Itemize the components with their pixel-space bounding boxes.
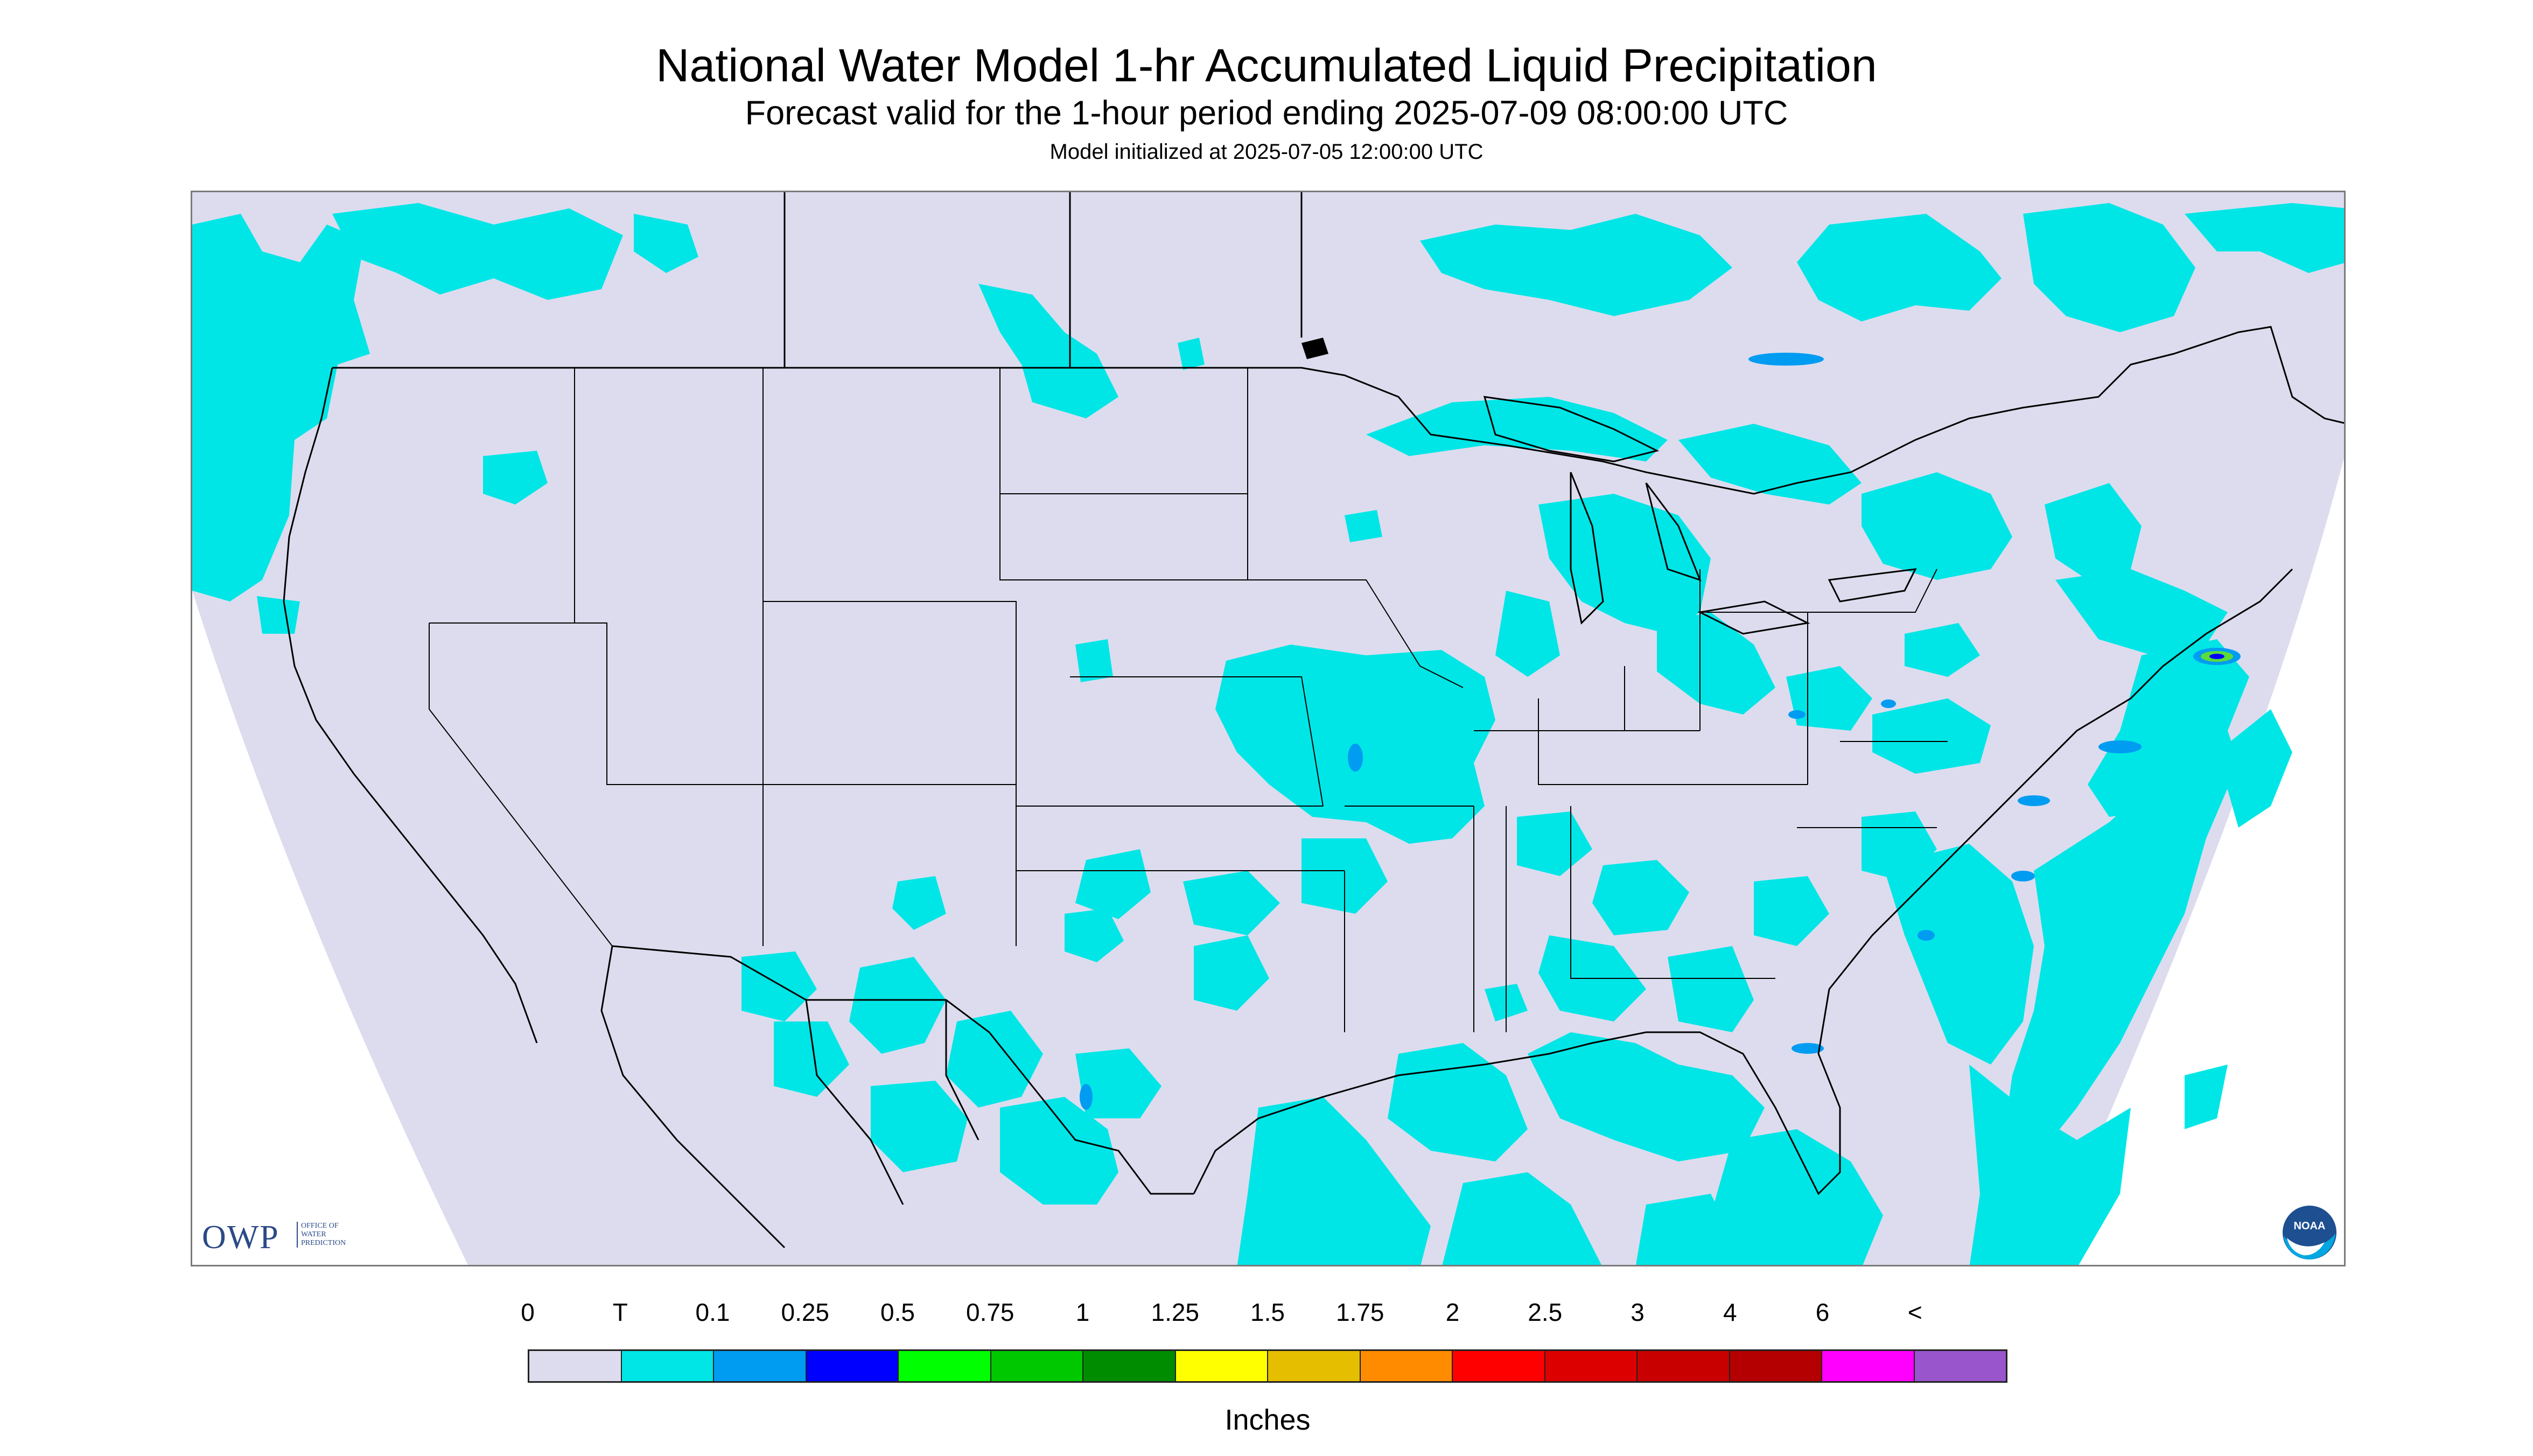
legend-tick-label: 3: [1631, 1298, 1645, 1326]
noaa-logo: NOAA: [2283, 1206, 2336, 1259]
heavy-precip-cell: [2193, 648, 2241, 665]
model-init-subtitle: Model initialized at 2025-07-05 12:00:00…: [1049, 140, 1484, 164]
legend-swatch: [806, 1351, 899, 1381]
mexico-states: [600, 946, 979, 1249]
legend-swatch: [529, 1351, 622, 1381]
gulf-coast: [1193, 568, 2293, 1195]
canada-provinces: [783, 192, 1303, 368]
page-title: National Water Model 1-hr Accumulated Li…: [656, 40, 1877, 92]
precipitation-map: OWP OFFICE OF WATER PREDICTION NOAA: [191, 191, 2346, 1266]
pacific-coast: [283, 367, 538, 1044]
legend-tick-label: 4: [1723, 1298, 1737, 1326]
legend-swatch: [1914, 1351, 2006, 1381]
legend-tick-label: 1: [1075, 1298, 1090, 1326]
legend-swatch: [1822, 1351, 1915, 1381]
trace-precip-areas: [192, 203, 2344, 1265]
owp-logo: OWP OFFICE OF WATER PREDICTION: [202, 1219, 380, 1256]
legend-tick-label: 2.5: [1528, 1298, 1563, 1326]
legend-swatch: [621, 1351, 714, 1381]
legend-tick-label: T: [612, 1298, 628, 1326]
legend-tick-label: 0.25: [781, 1298, 830, 1326]
owp-logo-mark: OWP: [202, 1219, 279, 1256]
legend-tick-label: 0: [521, 1298, 535, 1326]
legend-tick-label: 0.75: [965, 1298, 1014, 1326]
owp-logo-text: OFFICE OF WATER PREDICTION: [297, 1222, 360, 1248]
legend-swatch: [1453, 1351, 1545, 1381]
legend-tick-label: 0.5: [880, 1298, 915, 1326]
legend-tick-label: 1.75: [1335, 1298, 1384, 1326]
forecast-valid-subtitle: Forecast valid for the 1-hour period end…: [745, 94, 1788, 132]
noaa-logo-text: NOAA: [2294, 1220, 2326, 1232]
legend-tick-label: <: [1907, 1298, 1922, 1326]
state-lines: [429, 368, 1948, 1032]
great-lakes: [1483, 396, 1917, 635]
legend-units-label: Inches: [1224, 1404, 1311, 1436]
legend-swatch: [1083, 1351, 1176, 1381]
legend-tick-label: 0.1: [695, 1298, 730, 1326]
us-canada-border: [332, 326, 2344, 495]
legend-swatch: [1175, 1351, 1268, 1381]
legend-swatch: [714, 1351, 807, 1381]
legend-swatch: [1638, 1351, 1730, 1381]
map-canvas: [192, 192, 2344, 1265]
legend-swatch: [1360, 1351, 1453, 1381]
legend-swatch: [899, 1351, 991, 1381]
legend-swatch: [991, 1351, 1083, 1381]
legend-swatch: [1545, 1351, 1638, 1381]
legend-tick-label: 1.25: [1151, 1298, 1200, 1326]
legend-tick-label: 1.5: [1250, 1298, 1285, 1326]
legend-tick-label: 6: [1815, 1298, 1830, 1326]
legend-swatch: [1730, 1351, 1822, 1381]
political-boundaries: [283, 192, 2344, 1249]
legend-swatch: [1268, 1351, 1361, 1381]
light-precip-areas: [1080, 353, 2142, 1110]
lake-of-the-woods: [1302, 338, 1328, 359]
precip-legend: 0 T 0.1 0.25 0.5 0.75 1 1.25 1.5 1.75 2 2.5 3 4 6 < Inc…: [521, 1298, 2007, 1438]
us-mexico-border: [612, 945, 1194, 1195]
legend-tick-label: 2: [1445, 1298, 1460, 1326]
legend-color-bar: [528, 1349, 2007, 1383]
